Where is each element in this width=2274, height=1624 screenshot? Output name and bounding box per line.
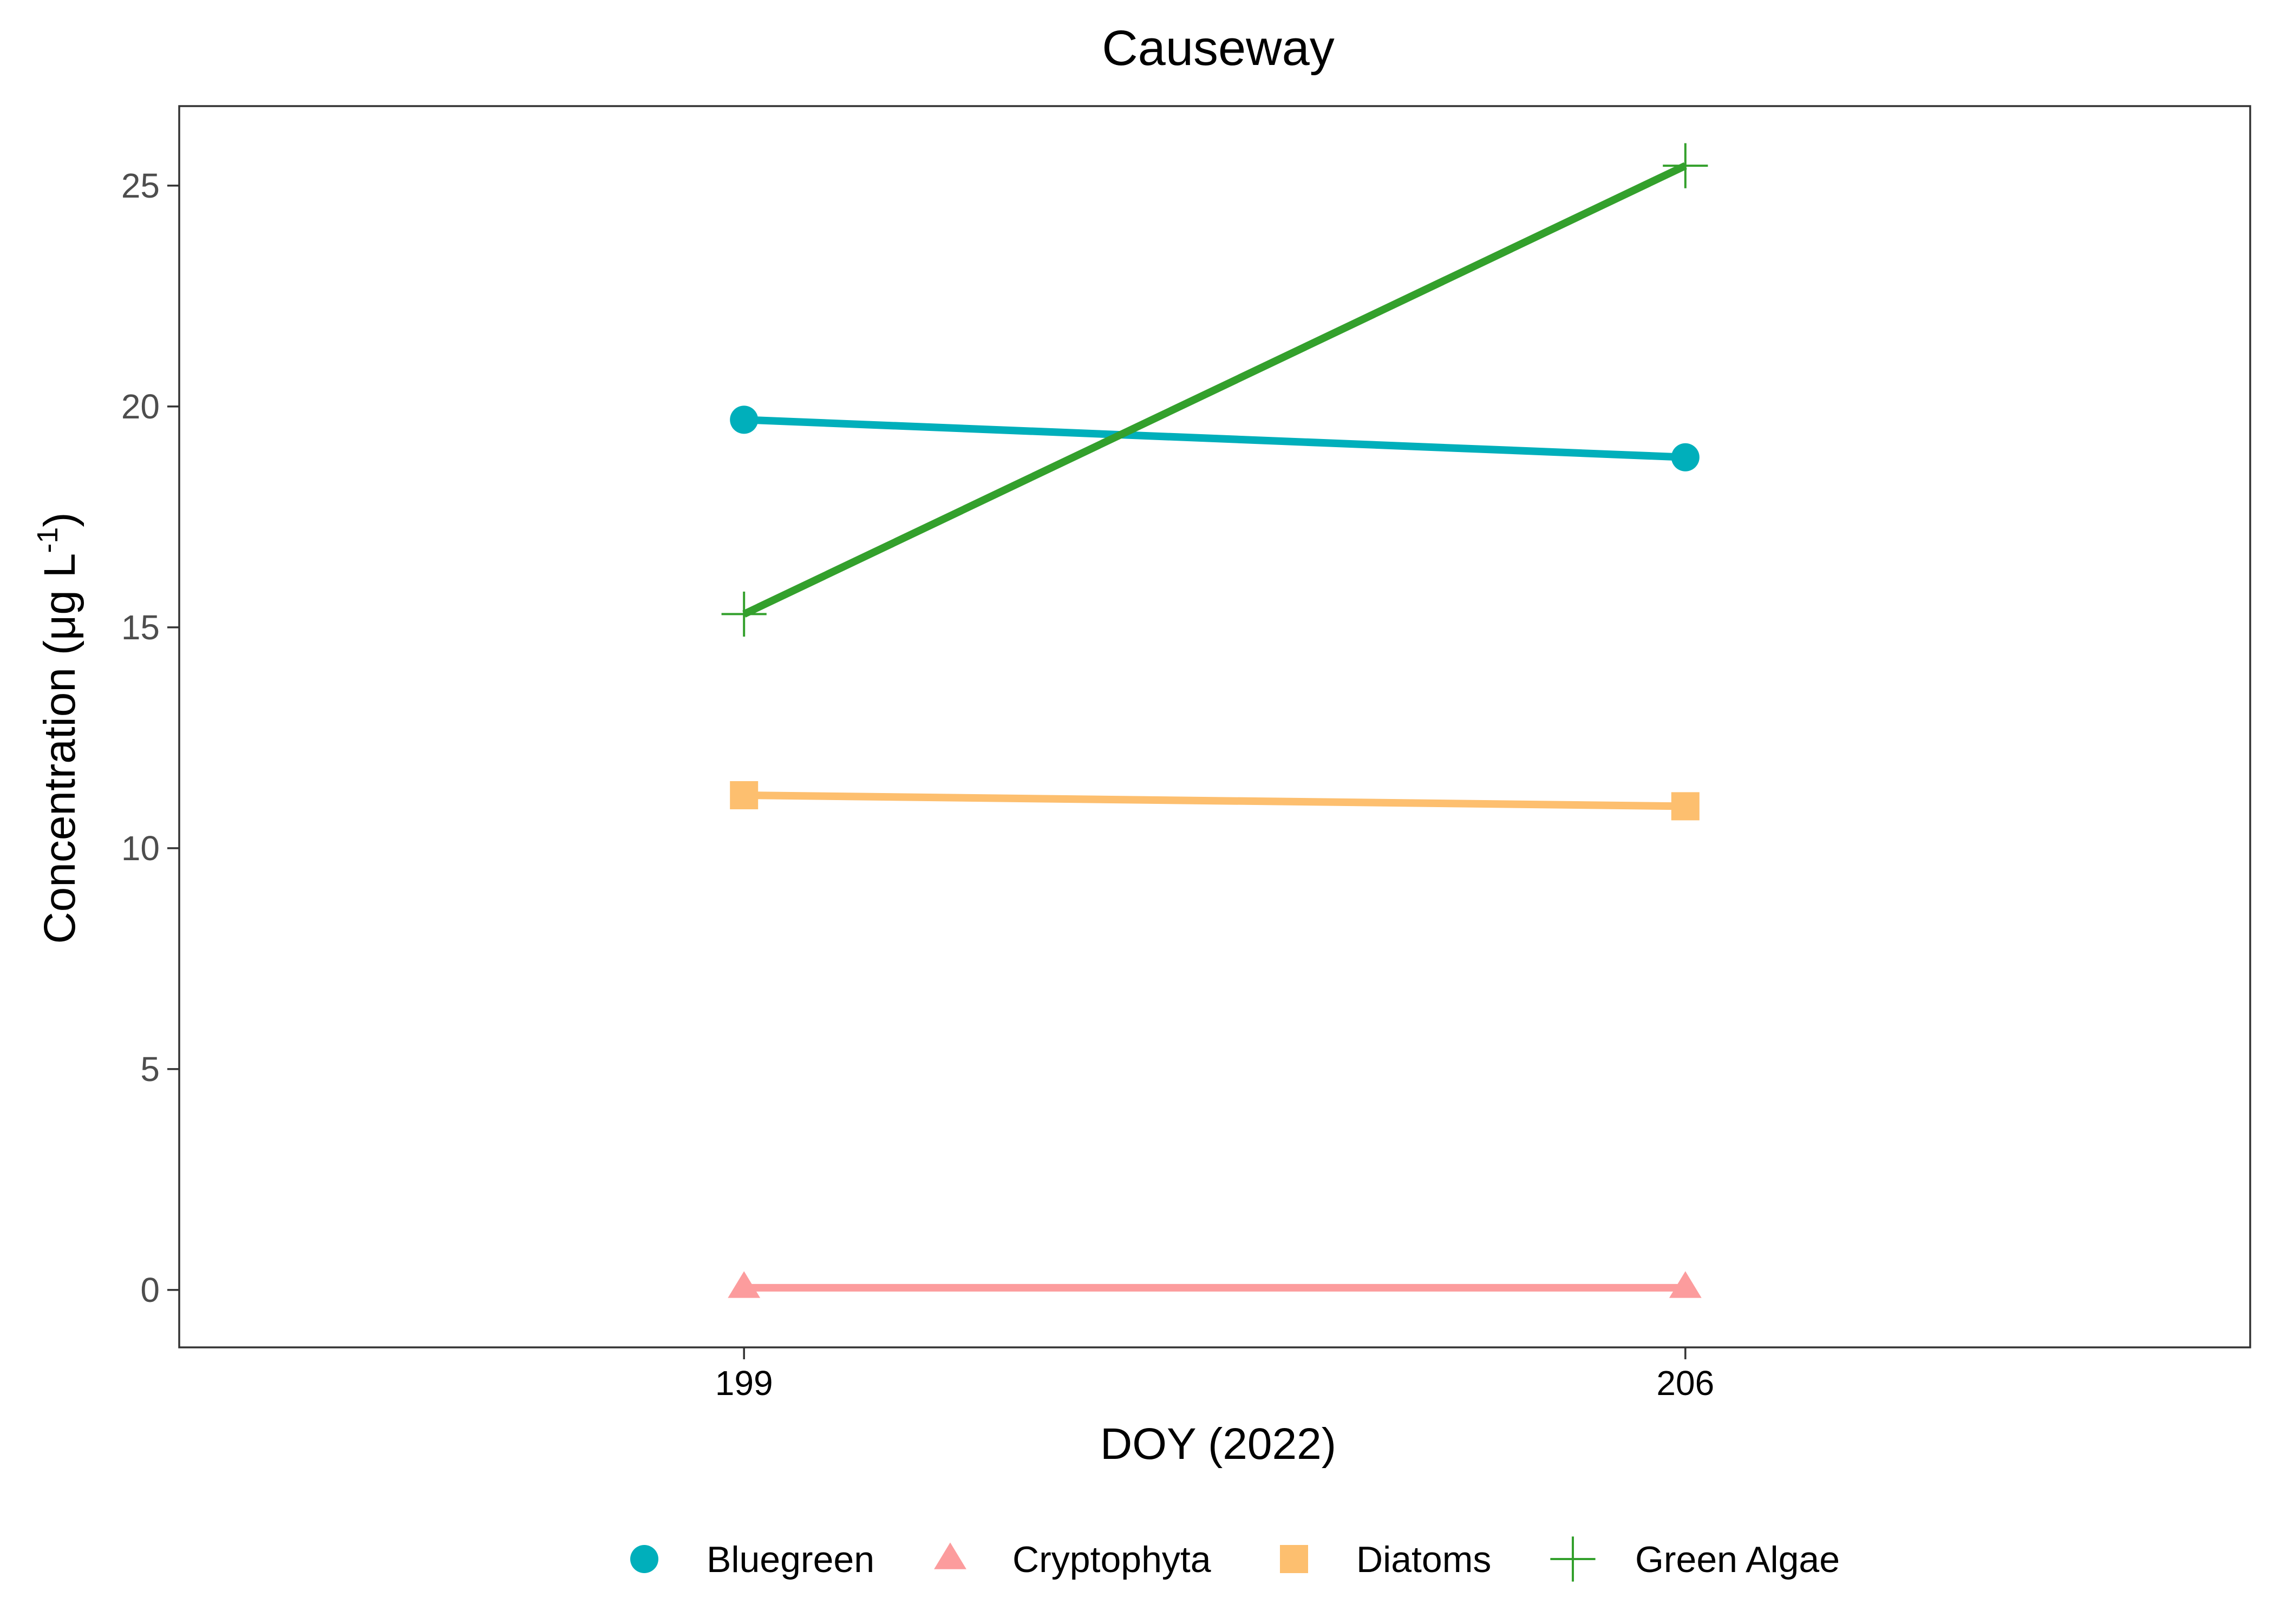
y-tick-label: 25: [121, 166, 160, 205]
plot-panel-border: [178, 105, 2251, 1348]
x-tick-label: 199: [715, 1364, 773, 1403]
x-axis: 199 206: [715, 1347, 1714, 1403]
data-point-diatoms: [1671, 792, 1700, 821]
x-axis-title: DOY (2022): [1100, 1419, 1336, 1469]
data-point-cryptophyta: [728, 1271, 761, 1298]
y-axis-title: Concentration (μg L-1): [31, 512, 84, 944]
y-tick-label: 15: [121, 608, 160, 647]
data-point-bluegreen: [1671, 443, 1700, 472]
chart-title: Causeway: [1102, 21, 1335, 76]
y-tick-label: 10: [121, 829, 160, 868]
y-tick-label: 20: [121, 387, 160, 426]
series-line-green-algae: [742, 162, 1687, 618]
data-point-diatoms: [730, 781, 759, 809]
y-tick-label: 0: [140, 1271, 160, 1309]
data-point-cryptophyta: [1669, 1271, 1702, 1298]
legend-label-green-algae: Green Algae: [1635, 1539, 1840, 1580]
x-tick-label: 206: [1656, 1364, 1714, 1403]
data-point-bluegreen: [730, 405, 759, 434]
legend-label-diatoms: Diatoms: [1356, 1539, 1491, 1580]
y-axis: 0 5 10 15 20 25: [121, 166, 179, 1309]
data-point-green-algae: [721, 591, 767, 637]
y-tick-label: 5: [140, 1050, 160, 1089]
legend-key-cryptophyta: [934, 1542, 966, 1569]
series-lines: [742, 162, 1687, 1292]
legend-key-bluegreen: [630, 1545, 658, 1573]
series-line-bluegreen: [743, 416, 1686, 461]
legend: Bluegreen Cryptophyta Diatoms Green Algae: [630, 1536, 1840, 1582]
plot-area: 0 5 10 15 20 25 199 206: [121, 105, 2251, 1403]
series-line-diatoms: [744, 791, 1685, 810]
series-markers: [721, 143, 1708, 1298]
legend-key-green-algae: [1550, 1536, 1596, 1582]
data-point-green-algae: [1663, 143, 1708, 188]
y-axis-title-main: Concentration (μg L: [35, 553, 84, 944]
legend-label-cryptophyta: Cryptophyta: [1012, 1539, 1211, 1580]
legend-label-bluegreen: Bluegreen: [707, 1539, 874, 1580]
y-axis-title-superscript: -1: [31, 527, 64, 553]
y-axis-title-close: ): [35, 512, 84, 527]
legend-key-diatoms: [1280, 1545, 1308, 1573]
